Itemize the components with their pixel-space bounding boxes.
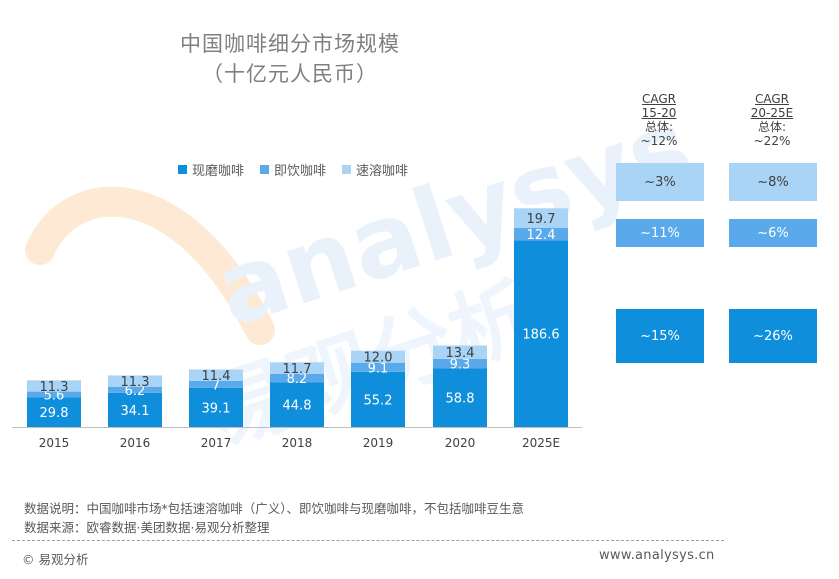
cagr-rtd-15-20: ~11% xyxy=(616,219,704,247)
value-label-fresh-2015: 29.8 xyxy=(40,406,69,421)
x-tick-label-2015: 2015 xyxy=(39,436,70,450)
bar-fresh-2015 xyxy=(27,397,81,427)
bar-instant-2019 xyxy=(351,350,405,363)
footer-divider xyxy=(12,540,724,541)
bar-rtd-2015 xyxy=(27,391,81,398)
bar-fresh-2018 xyxy=(270,382,324,427)
cagr-header-20-25e: CAGR 20-25E 总体: ~22% xyxy=(737,92,807,148)
bar-rtd-2025E xyxy=(514,228,568,241)
value-label-fresh-2019: 55.2 xyxy=(364,393,393,408)
cagr-header-period: 20-25E xyxy=(750,106,794,120)
value-label-instant-2019: 12.0 xyxy=(364,351,393,366)
x-tick-label-2019: 2019 xyxy=(363,436,394,450)
bar-instant-2017 xyxy=(189,369,243,381)
value-label-fresh-2018: 44.8 xyxy=(283,399,312,414)
value-label-instant-2016: 11.3 xyxy=(121,375,150,390)
x-tick-label-2025E: 2025E xyxy=(522,436,560,450)
chart-title: 中国咖啡细分市场规模 xyxy=(180,32,400,56)
bar-rtd-2016 xyxy=(108,386,162,393)
value-label-rtd-2017: 7 xyxy=(212,378,220,393)
value-label-rtd-2015: 5.6 xyxy=(44,388,65,403)
cagr-header-total: ~22% xyxy=(753,134,791,148)
legend-swatch-rtd xyxy=(260,165,270,174)
cagr-header-15-20: CAGR 15-20 总体: ~12% xyxy=(624,92,694,148)
cagr-header-total-label: 总体: xyxy=(757,120,787,134)
legend-label-fresh: 现磨咖啡 xyxy=(192,164,245,179)
bar-rtd-2017 xyxy=(189,380,243,388)
value-label-instant-2018: 11.7 xyxy=(283,362,312,377)
bar-fresh-2019 xyxy=(351,371,405,427)
x-tick-label-2020: 2020 xyxy=(445,436,476,450)
x-tick-label-2018: 2018 xyxy=(282,436,313,450)
legend-item-instant: 速溶咖啡 xyxy=(342,160,408,179)
value-label-instant-2015: 11.3 xyxy=(40,380,69,395)
bar-rtd-2019 xyxy=(351,362,405,372)
value-label-instant-2017: 11.4 xyxy=(202,369,231,384)
value-label-rtd-2016: 6.2 xyxy=(125,384,146,399)
website-link[interactable]: www.analysys.cn xyxy=(599,548,715,563)
cagr-header-label: CAGR xyxy=(754,92,789,106)
cagr-rtd-20-25e: ~6% xyxy=(729,219,817,247)
x-tick-label-2016: 2016 xyxy=(120,436,151,450)
value-label-rtd-2019: 9.1 xyxy=(368,361,389,376)
bar-rtd-2018 xyxy=(270,374,324,383)
value-label-instant-2025E: 19.7 xyxy=(527,212,556,227)
value-label-rtd-2025E: 12.4 xyxy=(527,228,556,243)
legend: 现磨咖啡 即饮咖啡 速溶咖啡 xyxy=(178,160,408,179)
value-label-fresh-2020: 58.8 xyxy=(446,392,475,407)
bar-instant-2018 xyxy=(270,362,324,374)
cagr-header-total: ~12% xyxy=(640,134,678,148)
cagr-fresh-20-25e: ~26% xyxy=(729,309,817,363)
legend-swatch-fresh xyxy=(178,165,187,174)
value-label-instant-2020: 13.4 xyxy=(446,346,475,361)
legend-swatch-instant xyxy=(342,165,352,174)
data-source: 数据来源：欧睿数据·美团数据·易观分析整理 xyxy=(24,520,270,535)
bar-instant-2015 xyxy=(27,380,81,392)
legend-item-rtd: 即饮咖啡 xyxy=(260,160,326,179)
bar-fresh-2017 xyxy=(189,387,243,427)
bar-instant-2020 xyxy=(433,345,487,359)
legend-item-fresh: 现磨咖啡 xyxy=(178,160,244,179)
cagr-fresh-15-20: ~15% xyxy=(616,309,704,363)
legend-label-rtd: 即饮咖啡 xyxy=(274,164,327,179)
value-label-fresh-2016: 34.1 xyxy=(121,404,150,419)
bar-fresh-2016 xyxy=(108,392,162,427)
bar-fresh-2020 xyxy=(433,368,487,427)
legend-label-instant: 速溶咖啡 xyxy=(356,164,409,179)
cagr-header-period: 15-20 xyxy=(641,106,677,120)
cagr-header-total-label: 总体: xyxy=(644,120,674,134)
chart-subtitle: （十亿元人民币） xyxy=(202,62,378,86)
bar-fresh-2025E xyxy=(514,240,568,427)
bar-instant-2016 xyxy=(108,375,162,387)
cagr-instant-20-25e: ~8% xyxy=(729,163,817,201)
x-tick-label-2017: 2017 xyxy=(201,436,232,450)
copyright: © 易观分析 xyxy=(22,552,89,567)
value-label-rtd-2018: 8.2 xyxy=(287,372,308,387)
bar-rtd-2020 xyxy=(433,358,487,369)
bar-chart: 29.85.611.3201534.16.211.3201639.1711.42… xyxy=(12,208,582,450)
bar-instant-2025E xyxy=(514,208,568,228)
value-label-fresh-2025E: 186.6 xyxy=(522,328,559,343)
cagr-header-label: CAGR xyxy=(641,92,676,106)
data-note: 数据说明：中国咖啡市场*包括速溶咖啡（广义）、即饮咖啡与现磨咖啡，不包括咖啡豆生… xyxy=(24,501,525,516)
value-label-fresh-2017: 39.1 xyxy=(202,401,231,416)
value-label-rtd-2020: 9.3 xyxy=(450,358,471,373)
cagr-instant-15-20: ~3% xyxy=(616,163,704,201)
